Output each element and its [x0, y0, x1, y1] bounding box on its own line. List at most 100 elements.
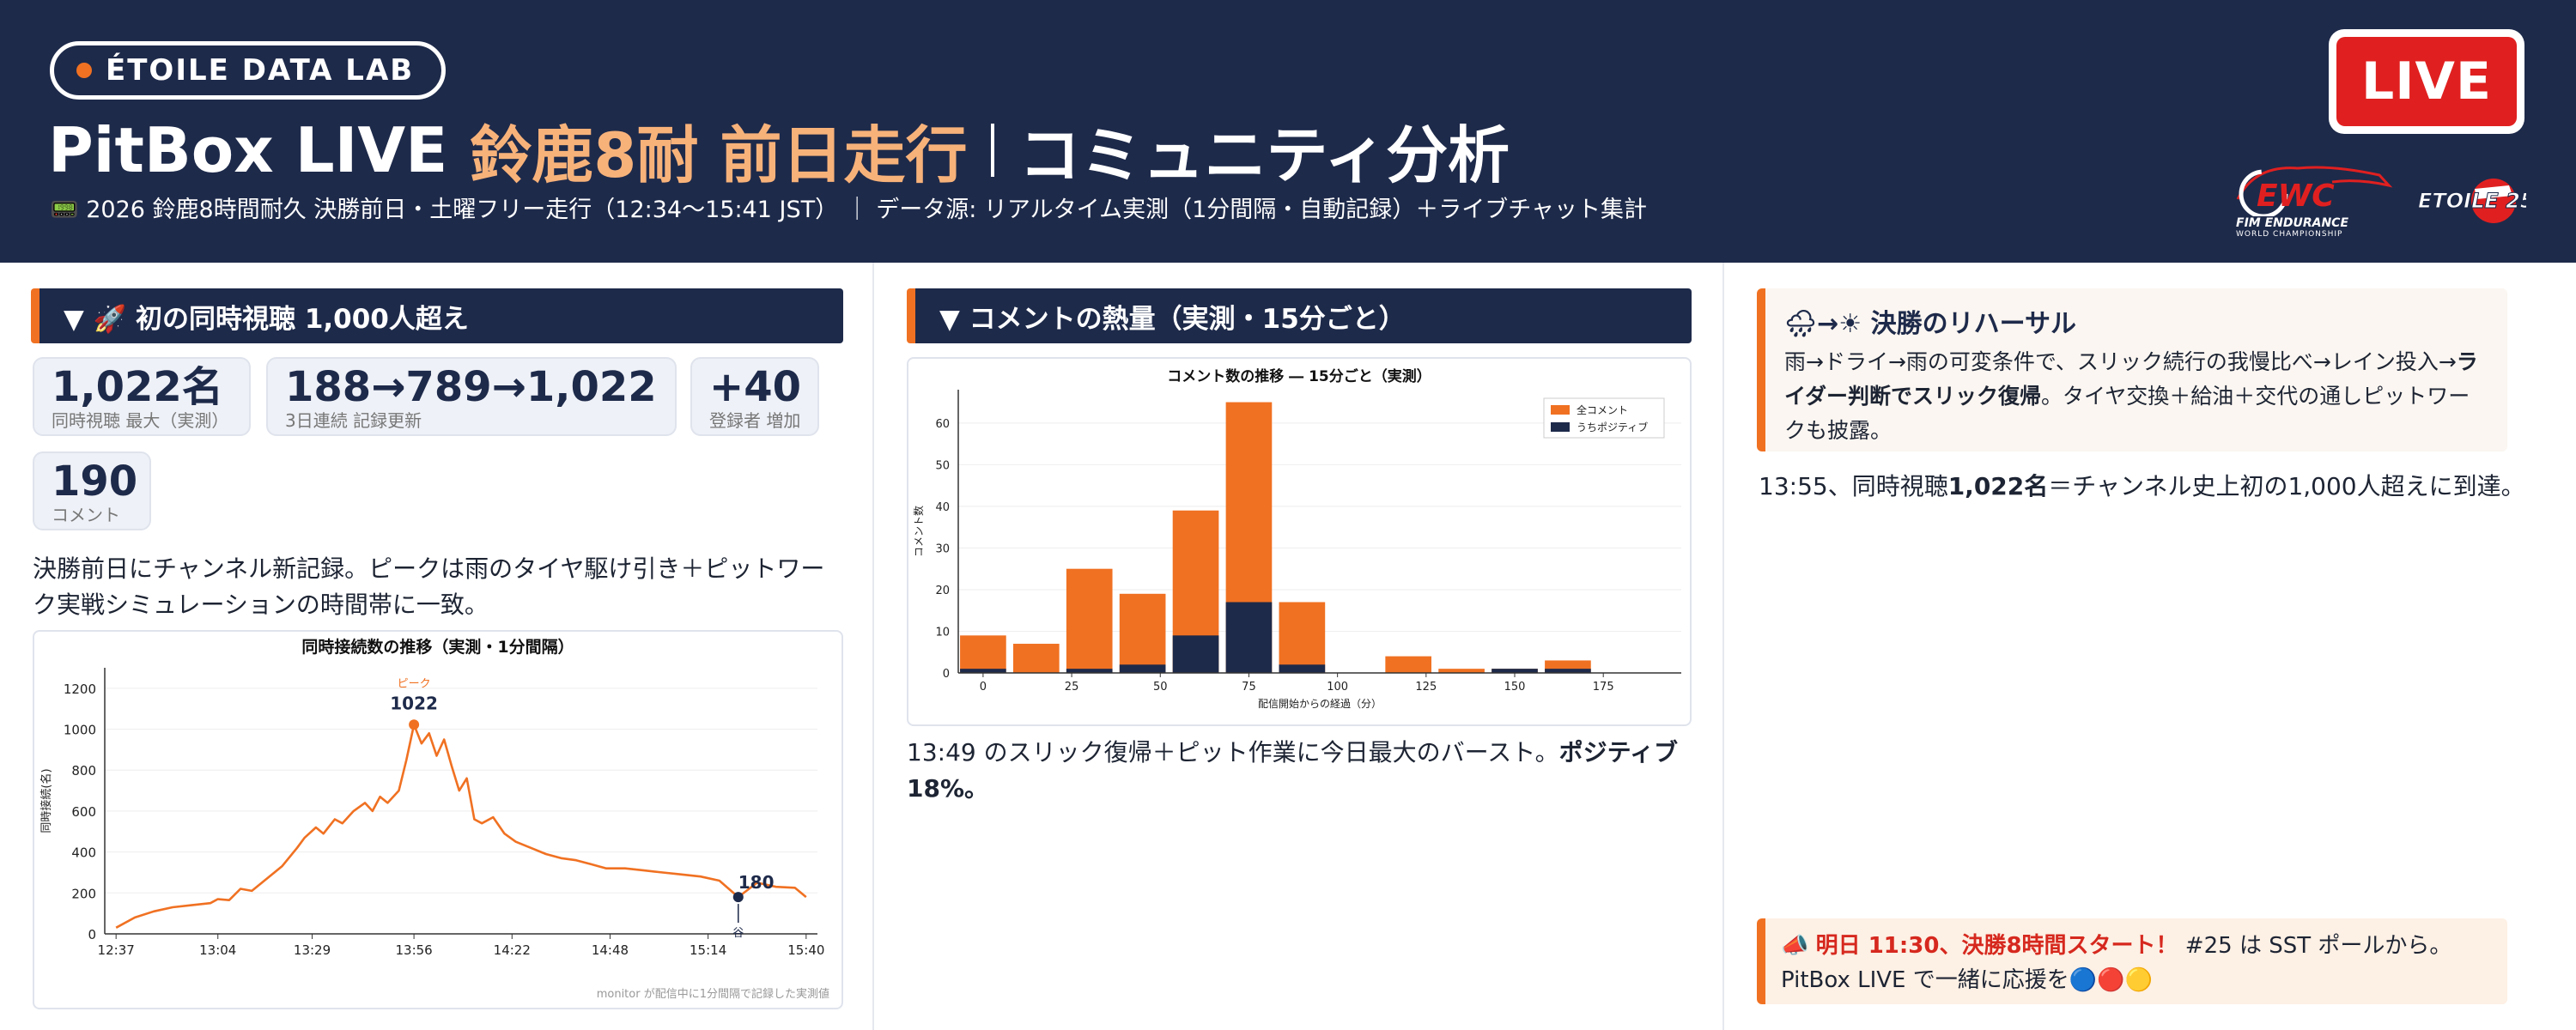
comments-column: ▼ コメントの熱量（実測・15分ごと） コメント数の推移 ― 15分ごと（実測）…	[874, 263, 1724, 1030]
comments-chart-panel: コメント数の推移 ― 15分ごと（実測） 0 10 20 30 40 50 60 0 25 50 75…	[907, 357, 1692, 726]
title-main: PitBox LIVE	[48, 113, 448, 186]
x-tick-label: 75	[1242, 681, 1256, 694]
subtitle: 📟 2026 鈴鹿8時間耐久 決勝前日・土曜フリー走行（12:34〜15:41 …	[50, 191, 1647, 224]
rehearsal-body: 雨→ドライ→雨の可変条件で、スリック続行の我慢比べ→レイン投入→ライダー判断でス…	[1784, 345, 2488, 448]
bar-all-comments	[960, 635, 1006, 673]
stat-card-streak: 188→789→1,022 3日連続 記録更新	[266, 357, 677, 436]
bar-chart-title: コメント数の推移 ― 15分ごと（実測）	[1167, 367, 1431, 385]
x-tick-label: 13:29	[294, 942, 331, 958]
ewc-sub2: WORLD CHAMPIONSHIP	[2236, 230, 2343, 239]
y-tick-label: 200	[71, 886, 96, 901]
chart-footnote: monitor が配信中に1分間隔で記録した実測値	[597, 987, 829, 1001]
x-tick-label: 15:40	[787, 942, 824, 958]
viewers-chart-panel: 同時接続数の推移（実測・1分間隔） 0 200 400 600 800 1000 1200 12…	[33, 630, 843, 1009]
rehearsal-body-1: 雨→ドライ→雨の可変条件で、スリック続行の我慢比べ→レイン投入→	[1784, 349, 2457, 374]
stat-card-subscribers: +40 登録者 増加	[690, 357, 819, 436]
rain-to-sun-icon: 🌧→☀	[1784, 309, 1862, 339]
x-tick-label: 25	[1065, 681, 1079, 694]
stat-label: 登録者 増加	[709, 410, 801, 431]
rehearsal-body-bold: ライダー判断でスリック復帰	[1784, 349, 2478, 409]
stat-card-peak: 1,022名 同時視聴 最大（実測）	[33, 357, 251, 436]
x-tick-label: 0	[980, 681, 987, 694]
rehearsal-body-2: 。タイヤ交換＋給油＋交代の通しピットワークも披露。	[1784, 384, 2470, 443]
viewers-line-chart: 同時接続数の推移（実測・1分間隔） 0 200 400 600 800 1000 1200 12…	[39, 637, 829, 1001]
y-tick-label: 0	[943, 668, 950, 681]
stat-label: コメント	[52, 505, 120, 525]
comments-summary-bold: ポジティブ 18%。	[907, 738, 1678, 803]
stat-label: 3日連続 記録更新	[285, 410, 422, 431]
y-tick-label: 60	[935, 418, 950, 431]
milestone-note: 13:55、同時視聴1,022名＝チャンネル史上初の1,000人超えに到達。	[1759, 469, 2531, 505]
stat-value: 190	[52, 457, 138, 506]
viewers-series-line	[115, 724, 807, 929]
x-tick-label: 14:48	[592, 942, 629, 958]
ewc-logo-text: EWC	[2257, 179, 2335, 214]
title-separator	[991, 123, 995, 177]
stat-value: 1,022名	[52, 363, 223, 411]
rehearsal-callout: 🌧→☀ 決勝のリハーサル 雨→ドライ→雨の可変条件で、スリック続行の我慢比べ→レ…	[1757, 288, 2507, 451]
bar-positive-comments	[960, 669, 1006, 673]
y-tick-label: 30	[935, 542, 950, 555]
comments-summary-text: 13:49 のスリック復帰＋ピット作業に今日最大のバースト。	[907, 738, 1559, 766]
bar-all-comments	[1279, 602, 1326, 673]
section-header-comments: ▼ コメントの熱量（実測・15分ごと）	[907, 288, 1692, 343]
line-chart-title: 同時接続数の推移（実測・1分間隔）	[301, 637, 574, 657]
header: ÉTOILE DATA LAB PitBox LIVE 鈴鹿8耐 前日走行 コミ…	[0, 0, 2576, 263]
legend-swatch-positive	[1551, 422, 1570, 432]
insight-column: 🌧→☀ 決勝のリハーサル 雨→ドライ→雨の可変条件で、スリック続行の我慢比べ→レ…	[1724, 263, 2576, 1030]
title-highlight: 鈴鹿8耐 前日走行	[470, 119, 968, 191]
rehearsal-title-text: 決勝のリハーサル	[1870, 309, 2076, 339]
bar-all-comments	[1119, 593, 1166, 673]
megaphone-icon: 📣	[1781, 933, 1809, 959]
stat-label: 同時視聴 最大（実測）	[52, 410, 229, 431]
orange-dot-icon	[76, 63, 92, 78]
y-tick-label: 0	[88, 927, 96, 942]
tomorrow-headline: 明日 11:30、決勝8時間スタート！	[1815, 933, 2178, 959]
x-tick-label: 100	[1327, 681, 1348, 694]
y-tick-label: 1200	[64, 682, 96, 697]
legend-label-all: 全コメント	[1577, 403, 1628, 416]
x-tick-label: 13:04	[199, 942, 236, 958]
x-tick-label: 50	[1153, 681, 1168, 694]
y-axis-label: コメント数	[912, 506, 925, 557]
y-tick-label: 1000	[64, 723, 96, 738]
viewers-summary: 決勝前日にチャンネル新記録。ピークは雨のタイヤ駆け引き＋ピットワーク実戦シミュレ…	[33, 554, 825, 619]
ewc-sub1: FIM ENDURANCE	[2236, 216, 2349, 230]
trough-point	[732, 892, 744, 903]
ewc-logo-graphic: EWC	[2236, 166, 2393, 219]
etoile-logo-text: ETOILE 25	[2418, 189, 2526, 213]
bar-positive-comments	[1279, 664, 1326, 673]
milestone-note-1: 13:55、同時視聴	[1759, 472, 1948, 500]
x-tick-label: 150	[1504, 681, 1526, 694]
bar-all-comments	[1066, 568, 1113, 673]
bar-positive-comments	[1492, 669, 1538, 673]
bar-positive-comments	[1066, 669, 1113, 673]
live-badge: LIVE	[2329, 29, 2524, 134]
bar-positive-comments	[1172, 635, 1219, 673]
peak-value: 1022	[390, 693, 438, 713]
pager-icon: 📟	[50, 197, 79, 223]
y-tick-label: 20	[935, 585, 950, 597]
x-tick-label: 13:56	[395, 942, 432, 958]
tomorrow-text: #25 は SST ポールから。PitBox LIVE で一緒に応援を🔵🔴🟡	[1781, 933, 2452, 993]
ewc-logo: EWC FIM ENDURANCE WORLD CHAMPIONSHIP	[2229, 156, 2401, 242]
y-tick-label: 50	[935, 459, 950, 472]
x-axis-label: 配信開始からの経過（分）	[1258, 698, 1382, 710]
stat-value: +40	[709, 363, 802, 411]
x-tick-label: 12:37	[98, 942, 135, 958]
legend-label-positive: うちポジティブ	[1577, 421, 1648, 433]
bar-positive-comments	[1225, 602, 1273, 673]
peak-point	[409, 719, 420, 730]
y-axis-label: 同時接続(名)	[39, 768, 53, 833]
section-header-viewers: ▼ 🚀 初の同時視聴 1,000人超え	[31, 288, 843, 343]
etoile-logo-graphic: ETOILE 25	[2418, 179, 2535, 223]
peak-label: ピーク	[398, 677, 431, 690]
x-tick-label: 14:22	[494, 942, 531, 958]
bar-all-comments	[1012, 644, 1060, 673]
y-tick-label: 600	[71, 804, 96, 820]
stat-value: 188→789→1,022	[285, 363, 657, 411]
x-tick-label: 15:14	[690, 942, 726, 958]
lab-badge-label: ÉTOILE DATA LAB	[106, 53, 415, 88]
lab-badge: ÉTOILE DATA LAB	[50, 41, 447, 100]
stat-card-comments: 190 コメント	[33, 451, 151, 530]
